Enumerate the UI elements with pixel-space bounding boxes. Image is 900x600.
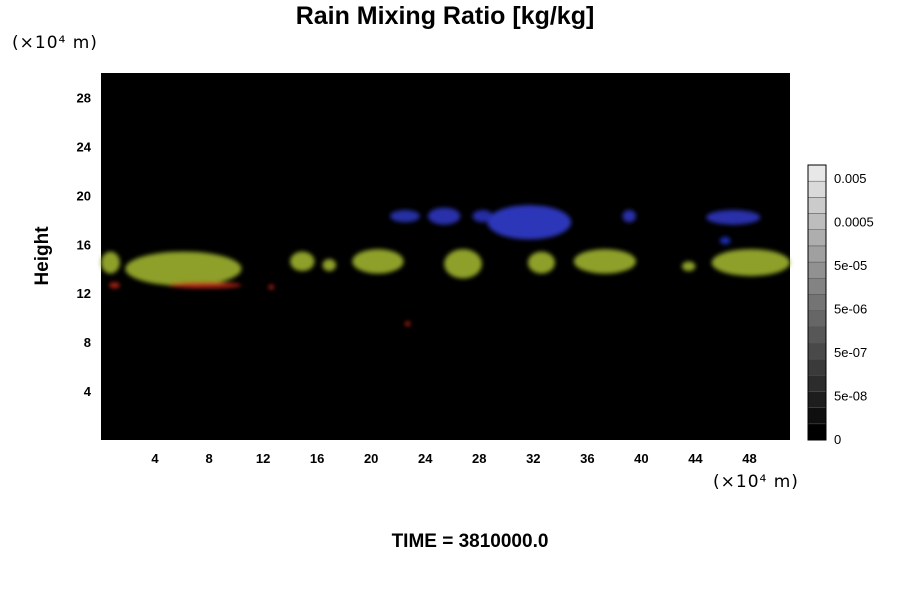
x-tick-label: 20: [364, 451, 378, 466]
feature-6: [719, 236, 731, 245]
feature-1: [427, 207, 461, 225]
colorbar-level: [807, 197, 827, 214]
feature-4: [706, 210, 761, 225]
feature-11: [352, 249, 404, 274]
feature-13: [527, 251, 555, 274]
y-tick-label: 4: [84, 384, 92, 399]
x-tick-label: 36: [580, 451, 594, 466]
y-axis-unit: (×10⁴ m): [12, 33, 98, 53]
feature-18: [168, 282, 242, 289]
colorbar-label: 5e-06: [834, 302, 867, 317]
colorbar-level: [807, 391, 827, 408]
time-label: TIME = 3810000.0: [391, 531, 549, 552]
colorbar-label: 5e-05: [834, 258, 867, 273]
colorbar-level: [807, 213, 827, 230]
x-tick-label: 40: [634, 451, 648, 466]
feature-2: [390, 210, 420, 223]
feature-10: [322, 258, 337, 272]
x-tick-label: 12: [256, 451, 270, 466]
colorbar-label: 5e-08: [834, 389, 867, 404]
colorbar-level: [807, 164, 827, 182]
y-tick-label: 20: [77, 188, 91, 203]
colorbar-level: [807, 326, 827, 344]
feature-12: [444, 249, 482, 279]
data-features: [101, 205, 791, 327]
feature-16: [681, 261, 696, 272]
x-tick-label: 8: [205, 451, 212, 466]
y-tick-label: 24: [77, 139, 92, 154]
x-tick-label: 16: [310, 451, 324, 466]
colorbar-label: 0: [834, 432, 841, 447]
chart-title: Rain Mixing Ratio [kg/kg]: [295, 2, 595, 30]
x-axis-ticks: 4 8 12 16 20 24 28 32 36 40 44 48: [151, 451, 756, 466]
feature-9: [290, 251, 315, 272]
y-tick-label: 12: [77, 286, 91, 301]
feature-19: [268, 284, 274, 290]
x-axis-unit: (×10⁴ m): [713, 472, 799, 492]
colorbar-level: [807, 277, 827, 295]
colorbar-label: 0.0005: [834, 215, 874, 230]
y-tick-label: 28: [77, 90, 91, 105]
colorbar-level: [807, 375, 827, 392]
feature-14: [573, 249, 636, 274]
colorbar-level: [807, 294, 827, 311]
colorbar-level: [807, 407, 827, 425]
x-tick-label: 48: [742, 451, 756, 466]
feature-17: [109, 282, 120, 289]
y-tick-label: 8: [84, 335, 91, 350]
colorbar-level: [807, 229, 827, 247]
feature-7: [101, 251, 120, 274]
colorbar-level: [807, 342, 827, 360]
colorbar-level: [807, 358, 827, 376]
y-axis-ticks: 4 8 12 16 20 24 28: [77, 90, 92, 399]
colorbar-level: [807, 261, 827, 279]
feature-3: [472, 210, 493, 223]
colorbar-frame: [807, 164, 827, 441]
feature-8: [125, 251, 242, 286]
colorbar-level: [807, 180, 827, 198]
colorbar-label: 5e-07: [834, 345, 867, 360]
colorbar-level: [807, 245, 827, 263]
y-tick-label: 16: [77, 237, 91, 252]
feature-20: [404, 321, 411, 327]
colorbar-level: [807, 310, 827, 328]
colorbar-label: 0.005: [834, 171, 867, 186]
x-tick-label: 4: [151, 451, 159, 466]
x-tick-label: 32: [526, 451, 540, 466]
colorbar-level: [807, 423, 827, 441]
x-tick-label: 24: [418, 451, 433, 466]
feature-0: [487, 205, 572, 240]
x-tick-label: 44: [688, 451, 703, 466]
feature-5: [622, 210, 636, 223]
colorbar: 0.005 0.0005 5e-05 5e-06 5e-07 5e-08 0: [807, 164, 874, 447]
feature-15: [711, 249, 791, 277]
x-tick-label: 28: [472, 451, 486, 466]
